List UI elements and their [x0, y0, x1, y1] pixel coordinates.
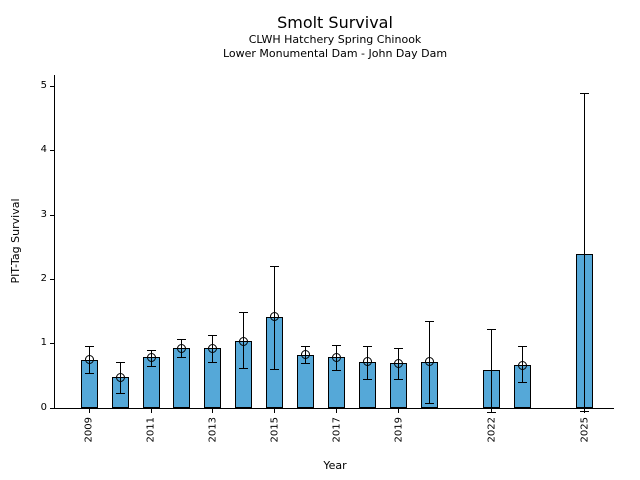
y-tick-label: 0: [40, 401, 47, 413]
error-bar-cap-bottom-2018: [363, 379, 373, 381]
error-bar-cap-bottom-2013: [208, 362, 218, 364]
error-bar-cap-bottom-2023: [518, 382, 528, 384]
error-bar-cap-top-2012: [177, 339, 187, 341]
y-axis-spine: [54, 75, 55, 409]
y-tick-mark: [50, 214, 54, 216]
point-marker-2018: [363, 357, 373, 367]
y-tick-mark: [50, 343, 54, 345]
y-tick-label: 1: [40, 337, 47, 349]
error-bar-cap-bottom-2017: [332, 369, 342, 371]
error-bar-cap-top-2011: [146, 349, 156, 351]
point-marker-2010: [115, 372, 125, 382]
x-tick-mark: [150, 408, 152, 413]
x-tick-label: 2015: [269, 416, 281, 442]
point-marker-2017: [332, 352, 342, 362]
error-bar-cap-top-2010: [115, 362, 125, 364]
x-tick-mark: [336, 408, 338, 413]
y-tick-label: 4: [40, 144, 47, 156]
y-tick-label: 5: [40, 79, 47, 91]
error-bar-cap-bottom-2014: [239, 368, 249, 370]
point-marker-2020: [425, 357, 435, 367]
error-bar-cap-top-2019: [394, 348, 404, 350]
error-bar-cap-bottom-2020: [425, 402, 435, 404]
error-bar-cap-top-2014: [239, 311, 249, 313]
x-tick-label: 2013: [207, 416, 219, 442]
error-bar-cap-bottom-2022: [487, 412, 497, 413]
error-bar-cap-top-2017: [332, 345, 342, 347]
point-marker-2013: [208, 343, 218, 353]
error-bar-cap-bottom-2010: [115, 393, 125, 395]
x-tick-label: 2019: [393, 416, 405, 442]
error-bar-cap-top-2016: [301, 345, 311, 347]
x-tick-mark: [212, 408, 214, 413]
error-bar-cap-top-2022: [487, 329, 497, 331]
x-tick-label: 2011: [145, 416, 157, 442]
error-bar-line-2025: [584, 93, 586, 411]
error-bar-cap-bottom-2012: [177, 357, 187, 359]
x-tick-label: 2022: [486, 416, 498, 442]
y-tick-mark: [50, 278, 54, 280]
chart-subtitle-hatchery: CLWH Hatchery Spring Chinook: [248, 33, 422, 46]
chart-title: Smolt Survival: [277, 13, 393, 32]
error-bar-cap-top-2023: [518, 345, 528, 347]
x-tick-mark: [398, 408, 400, 413]
error-bar-cap-bottom-2025: [580, 410, 590, 412]
error-bar-cap-bottom-2009: [84, 373, 94, 375]
error-bar-cap-top-2020: [425, 321, 435, 323]
error-bar-cap-top-2013: [208, 334, 218, 336]
x-tick-label: 2017: [331, 416, 343, 442]
error-bar-cap-bottom-2011: [146, 365, 156, 367]
point-marker-2012: [177, 343, 187, 353]
error-bar-cap-top-2015: [270, 266, 280, 267]
point-marker-2016: [301, 350, 311, 360]
error-bar-cap-bottom-2019: [394, 378, 404, 380]
error-bar-line-2022: [491, 329, 493, 412]
y-tick-label: 2: [40, 272, 47, 284]
x-tick-mark: [274, 408, 276, 413]
x-tick-label: 2009: [83, 416, 95, 442]
error-bar-cap-top-2025: [580, 93, 590, 94]
error-bar-cap-top-2018: [363, 346, 373, 348]
point-marker-2014: [239, 336, 249, 346]
x-tick-mark: [88, 408, 90, 413]
error-bar-cap-bottom-2015: [270, 368, 280, 370]
y-tick-mark: [50, 150, 54, 152]
point-marker-2015: [270, 312, 280, 322]
point-marker-2023: [518, 360, 528, 370]
point-marker-2011: [146, 352, 156, 362]
x-axis-label: Year: [323, 459, 347, 472]
chart-subtitle-reach: Lower Monumental Dam - John Day Dam: [222, 47, 448, 60]
point-marker-2019: [394, 358, 404, 368]
error-bar-cap-top-2009: [84, 346, 94, 348]
x-tick-label: 2025: [579, 416, 591, 442]
y-tick-mark: [50, 85, 54, 87]
error-bar-cap-bottom-2016: [301, 363, 311, 365]
y-tick-mark: [50, 407, 54, 409]
y-tick-label: 3: [40, 208, 47, 220]
point-marker-2009: [84, 355, 94, 365]
